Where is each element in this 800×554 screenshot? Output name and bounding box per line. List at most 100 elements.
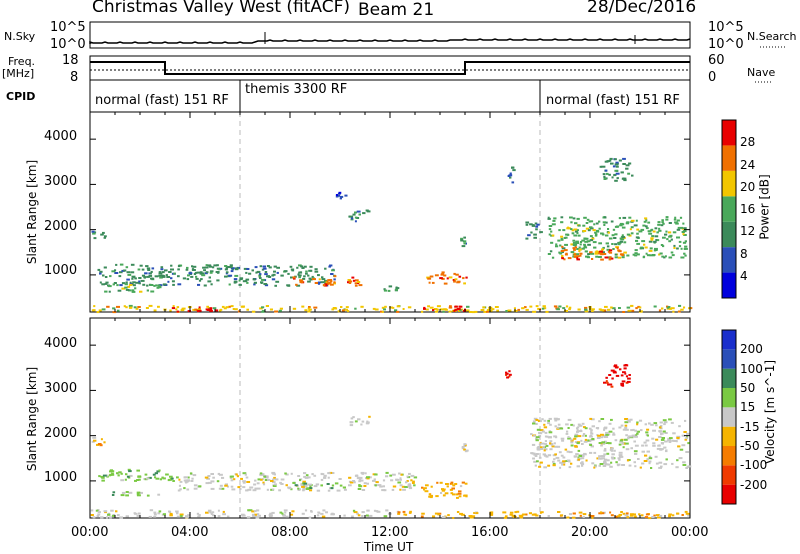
echo-cell <box>622 512 626 515</box>
echo-cell <box>573 253 577 256</box>
echo-cell <box>304 484 308 487</box>
echo-cell <box>434 310 438 313</box>
echo-cell <box>291 510 295 513</box>
echo-cell <box>450 481 454 484</box>
echo-cell <box>594 252 599 255</box>
echo-cell <box>648 462 651 465</box>
echo-cell <box>119 263 124 266</box>
echo-cell <box>532 457 535 460</box>
echo-cell <box>537 420 541 422</box>
echo-cell <box>543 466 547 469</box>
echo-cell <box>240 477 243 480</box>
echo-cell <box>423 307 426 310</box>
echo-cell <box>220 487 225 490</box>
echo-cell <box>648 240 653 243</box>
echo-cell <box>330 513 335 516</box>
echo-cell <box>608 374 612 376</box>
echo-cell <box>574 246 578 249</box>
echo-cell <box>555 245 559 248</box>
echo-cell <box>381 489 385 492</box>
echo-cell <box>265 305 269 307</box>
echo-cell <box>572 247 576 250</box>
echo-cell <box>509 176 512 179</box>
echo-cell <box>171 307 176 310</box>
echo-cell <box>604 458 608 461</box>
echo-cell <box>606 308 611 311</box>
echo-cell <box>177 265 181 268</box>
echo-cell <box>584 245 587 248</box>
echo-cell <box>412 480 415 483</box>
echo-cell <box>618 307 621 309</box>
echo-cell <box>104 290 108 293</box>
echo-cell <box>599 457 603 460</box>
echo-cell <box>602 173 606 176</box>
echo-cell <box>683 247 687 250</box>
echo-cell <box>600 258 604 261</box>
echo-cell <box>577 458 580 461</box>
power-echo-region <box>560 245 624 261</box>
echo-cell <box>667 439 671 442</box>
echo-cell <box>673 218 677 221</box>
echo-cell <box>661 307 664 310</box>
echo-cell <box>328 265 331 268</box>
echo-cell <box>614 253 618 256</box>
echo-cell <box>403 513 406 516</box>
velocity-colorbar-cell <box>722 484 736 504</box>
power-colorbar-cell <box>722 120 736 146</box>
echo-cell <box>683 306 686 309</box>
echo-cell <box>116 284 119 287</box>
echo-cell <box>533 236 537 239</box>
echo-cell <box>158 286 162 289</box>
echo-cell <box>531 443 536 446</box>
echo-cell <box>307 280 311 283</box>
colorbar-tick: 100 <box>740 361 763 376</box>
echo-cell <box>652 230 656 233</box>
echo-cell <box>125 494 129 497</box>
echo-cell <box>640 514 644 517</box>
echo-cell <box>185 481 188 484</box>
echo-cell <box>568 306 572 309</box>
echo-cell <box>204 476 209 479</box>
echo-cell <box>212 307 217 310</box>
echo-cell <box>299 479 301 482</box>
echo-cell <box>598 455 602 458</box>
echo-cell <box>279 481 282 484</box>
echo-cell <box>628 374 631 376</box>
echo-cell <box>228 305 231 308</box>
echo-cell <box>279 307 283 310</box>
echo-cell <box>121 287 126 290</box>
echo-cell <box>577 224 581 227</box>
echo-cell <box>578 248 582 251</box>
echo-cell <box>624 418 628 420</box>
echo-cell <box>684 245 688 248</box>
echo-cell <box>635 219 638 222</box>
echo-cell <box>562 229 566 232</box>
echo-cell <box>388 285 393 288</box>
echo-cell <box>134 277 137 280</box>
echo-cell <box>128 491 133 494</box>
echo-cell <box>157 493 161 496</box>
echo-cell <box>584 308 588 311</box>
echo-cell <box>549 250 553 253</box>
echo-cell <box>651 235 655 238</box>
echo-cell <box>177 268 180 271</box>
power-echo-region <box>426 271 468 285</box>
echo-cell <box>372 479 376 482</box>
echo-cell <box>431 281 435 284</box>
echo-cell <box>157 305 160 308</box>
echo-cell <box>601 165 606 168</box>
echo-cell <box>407 485 412 488</box>
echo-cell <box>581 422 585 425</box>
velocity-colorbar-cell <box>722 368 736 388</box>
echo-cell <box>331 269 335 272</box>
echo-cell <box>252 278 256 281</box>
echo-cell <box>525 221 530 224</box>
echo-cell <box>178 478 181 481</box>
echo-cell <box>648 422 651 425</box>
echo-cell <box>614 179 618 182</box>
echo-cell <box>578 511 583 514</box>
echo-cell <box>627 377 631 380</box>
echo-cell <box>307 310 311 313</box>
echo-cell <box>621 254 624 257</box>
echo-cell <box>614 233 618 236</box>
